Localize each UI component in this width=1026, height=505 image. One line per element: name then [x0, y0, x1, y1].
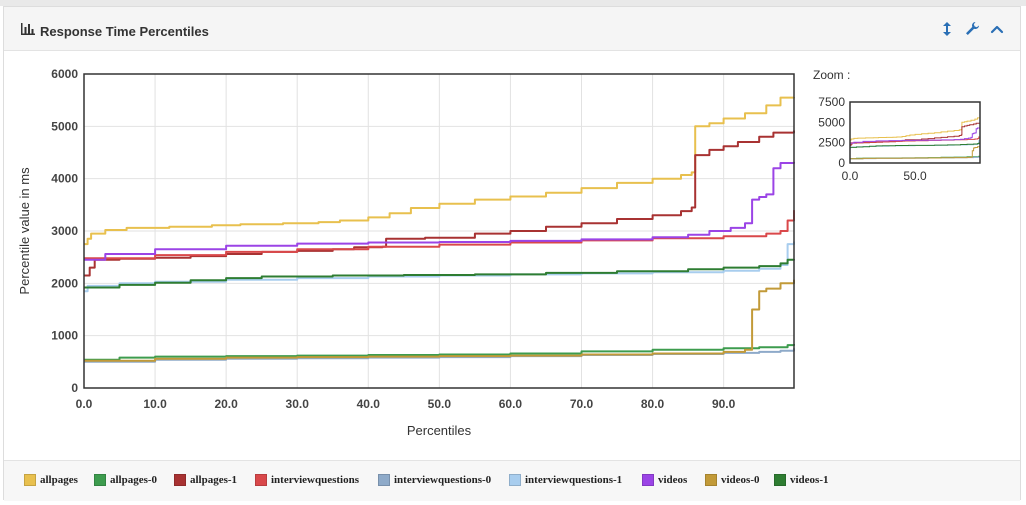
zoom-series: [850, 117, 981, 160]
zoom-frame[interactable]: [849, 101, 981, 164]
y-tick-label: 1000: [51, 329, 78, 343]
x-axis-label: Percentiles: [407, 423, 472, 438]
legend-swatch: [509, 474, 521, 486]
zoom-y-tick-label: 2500: [818, 136, 845, 150]
legend-label: videos: [658, 474, 688, 486]
legend: allpages allpages-0 allpages-1 interviewque…: [4, 460, 1020, 501]
resize-vertical-icon[interactable]: [939, 21, 955, 37]
x-tick-label: 20.0: [214, 397, 238, 411]
legend-label: interviewquestions: [271, 474, 359, 486]
legend-swatch: [378, 474, 390, 486]
legend-swatch: [642, 474, 654, 486]
zoom-line-videos: [850, 127, 981, 144]
series-line-interviewquestions: [84, 210, 795, 260]
series-line-allpages: [84, 96, 795, 246]
legend-label: allpages-1: [190, 474, 238, 486]
x-tick-label: 60.0: [499, 397, 523, 411]
y-tick-label: 3000: [51, 224, 78, 238]
response-time-panel: Response Time Percentiles allpages allpag…: [3, 6, 1021, 501]
series-lines: [84, 96, 795, 363]
y-tick-label: 5000: [51, 119, 78, 133]
zoom-y-tick-label: 5000: [818, 115, 845, 129]
zoom-line-videos-1: [850, 142, 981, 148]
legend-label: interviewquestions-0: [394, 474, 492, 486]
legend-label: videos-1: [790, 474, 829, 486]
legend-label: interviewquestions-1: [525, 474, 623, 486]
panel-header: Response Time Percentiles: [4, 7, 1020, 51]
y-tick-label: 0: [71, 381, 78, 395]
series-line-allpages-1: [84, 130, 795, 277]
legend-swatch: [174, 474, 186, 486]
x-tick-label: 50.0: [428, 397, 452, 411]
chart-area: 0 1000 2000 3000 4000 5000 6000 0.0 10.0 20.0 30.0…: [17, 67, 981, 438]
y-tick-label: 2000: [51, 276, 78, 290]
bar-chart-icon: [21, 23, 35, 35]
legend-swatch: [24, 474, 36, 486]
zoom-y-tick-label: 0: [838, 156, 845, 170]
x-tick-label: 80.0: [641, 397, 665, 411]
legend-swatch: [255, 474, 267, 486]
x-tick-label: 0.0: [76, 397, 93, 411]
x-tick-label: 70.0: [570, 397, 594, 411]
series-line-videos: [84, 161, 795, 261]
legend-swatch: [94, 474, 106, 486]
legend-label: allpages-0: [110, 474, 158, 486]
series-line-videos-0: [84, 279, 795, 362]
zoom-line-videos-0: [850, 146, 981, 160]
legend-label: allpages: [40, 474, 78, 486]
series-line-allpages-0: [84, 344, 795, 361]
plot-frame: [83, 73, 795, 389]
panel-title: Response Time Percentiles: [40, 24, 209, 39]
chevron-up-icon[interactable]: [989, 21, 1005, 37]
legend-label: videos-0: [721, 474, 760, 486]
y-axis-label: Percentile value in ms: [17, 167, 32, 295]
x-tick-label: 30.0: [286, 397, 310, 411]
x-tick-label: 90.0: [712, 397, 736, 411]
wrench-icon[interactable]: [964, 21, 980, 37]
series-line-videos-1: [84, 258, 795, 289]
y-tick-label: 6000: [51, 67, 78, 81]
x-tick-label: 10.0: [143, 397, 167, 411]
zoom-line-allpages: [850, 117, 981, 142]
x-tick-label: 40.0: [357, 397, 381, 411]
zoom-x-tick-label: 0.0: [842, 169, 859, 183]
top-strip: [0, 0, 1026, 6]
y-tick-label: 4000: [51, 172, 78, 186]
legend-swatch: [774, 474, 786, 486]
grid: [83, 73, 794, 389]
zoom-x-tick-label: 50.0: [903, 169, 927, 183]
zoom-y-tick-label: 7500: [818, 95, 845, 109]
zoom-label: Zoom :: [813, 68, 850, 82]
legend-swatch: [705, 474, 717, 486]
